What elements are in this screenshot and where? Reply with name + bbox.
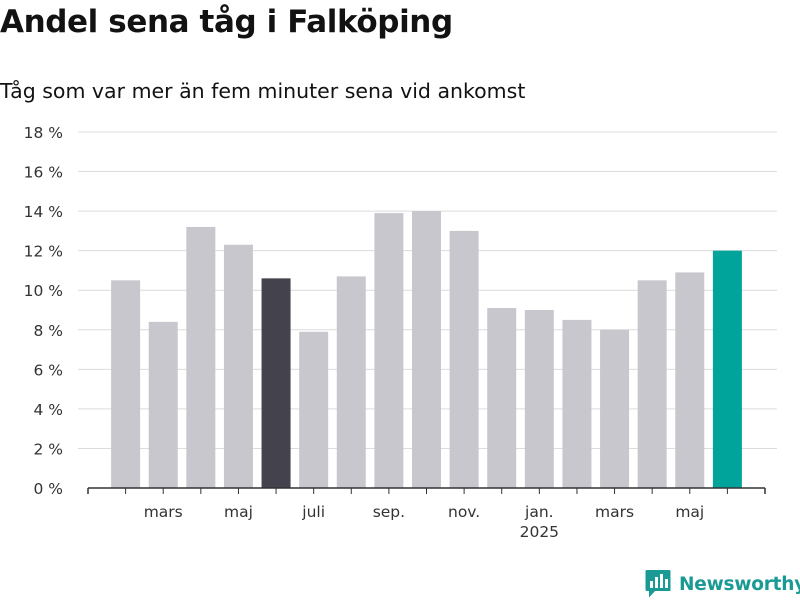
bar-1: [148, 321, 178, 488]
y-tick-label: 12 %: [24, 243, 63, 261]
bar-0: [111, 280, 141, 488]
x-tick-label: jan.: [524, 503, 554, 521]
bar-chart-badge-icon: [645, 570, 671, 598]
x-axis: [87, 487, 766, 494]
bar-13: [600, 329, 630, 488]
x-axis-labels: mars maj juli sep. nov. jan. 2025 mars maj: [144, 503, 705, 541]
bar-10: [487, 308, 517, 488]
bar-11: [524, 310, 554, 488]
bar-7: [374, 213, 404, 489]
chart-title: Andel sena tåg i Falköping: [0, 4, 453, 40]
y-tick-label: 14 %: [24, 203, 63, 221]
bar-6: [336, 276, 366, 488]
bars: [111, 211, 742, 489]
bar-12: [562, 319, 592, 488]
y-tick-label: 4 %: [33, 401, 63, 419]
x-tick-sublabel: 2025: [520, 523, 559, 541]
y-tick-label: 16 %: [24, 164, 63, 182]
bar-9: [449, 230, 479, 488]
y-tick-label: 8 %: [33, 322, 63, 340]
x-tick-label: mars: [595, 503, 634, 521]
bar-5: [299, 331, 329, 488]
bar-2: [186, 226, 216, 488]
x-tick-label: mars: [144, 503, 183, 521]
bar-3: [223, 244, 253, 488]
y-tick-label: 0 %: [33, 480, 63, 498]
x-tick-label: nov.: [448, 503, 480, 521]
y-tick-label: 6 %: [33, 361, 63, 379]
y-tick-label: 2 %: [33, 440, 63, 458]
x-tick-label: sep.: [373, 503, 405, 521]
chart-subtitle: Tåg som var mer än fem minuter sena vid …: [0, 79, 526, 103]
y-tick-label: 10 %: [24, 282, 63, 300]
brand-name: Newsworthy: [679, 573, 800, 595]
bar-8: [412, 211, 441, 488]
x-tick-label: maj: [224, 503, 253, 521]
x-tick-label: juli: [301, 503, 325, 521]
y-axis-labels: 0 % 2 % 4 % 6 % 8 % 10 % 12 % 14 % 16 % 18 %: [24, 124, 63, 498]
bar-15: [675, 272, 705, 488]
bar-4: [261, 278, 291, 488]
y-tick-label: 18 %: [24, 124, 63, 142]
x-tick-label: maj: [675, 503, 704, 521]
newsworthy-logo: Newsworthy: [645, 569, 800, 599]
bar-14: [637, 280, 667, 488]
bar-16: [712, 250, 742, 488]
